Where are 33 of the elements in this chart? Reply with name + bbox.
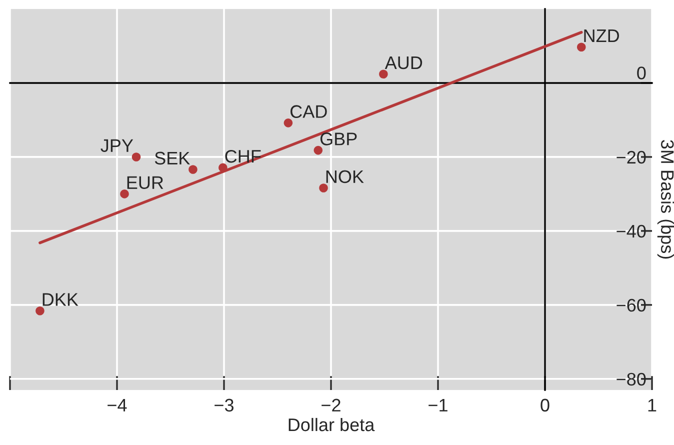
annotation: SEK: [154, 152, 190, 165]
y-tick-label: −40: [616, 224, 646, 238]
x-tick-label: −2: [322, 398, 340, 412]
y-axis-title: 3M Basis (bps): [657, 140, 674, 259]
point: [284, 118, 293, 128]
x-tick-label: −3: [214, 398, 234, 412]
annotation: GBP: [320, 132, 357, 146]
point: [314, 146, 323, 155]
annotation: EUR: [127, 176, 164, 189]
point: [319, 184, 328, 192]
annotation: CAD: [290, 105, 327, 118]
point: [188, 165, 198, 174]
annotation: CHF: [225, 150, 261, 163]
annotation: DKK: [42, 293, 78, 306]
point: [132, 152, 141, 162]
x-axis-title: Dollar beta: [288, 418, 375, 432]
annotation: JPY: [100, 139, 134, 152]
annotation: NOK: [326, 170, 364, 184]
annotation: NZD: [584, 30, 620, 42]
x-tick-label: 0: [540, 398, 550, 412]
y-tick-label: −60: [616, 298, 646, 312]
y-tick-label: −20: [616, 150, 646, 164]
point: [379, 70, 388, 78]
x-tick-label: −1: [428, 398, 448, 412]
point: [576, 42, 586, 52]
x-tick-label: 1: [648, 398, 656, 412]
annotation: AUD: [384, 56, 422, 70]
point: [120, 190, 129, 198]
x-tick-label: −4: [108, 398, 127, 412]
y-tick-label: −80: [616, 372, 646, 386]
point: [36, 306, 44, 316]
point: [218, 163, 228, 172]
y-tick-label: 0: [637, 66, 646, 80]
